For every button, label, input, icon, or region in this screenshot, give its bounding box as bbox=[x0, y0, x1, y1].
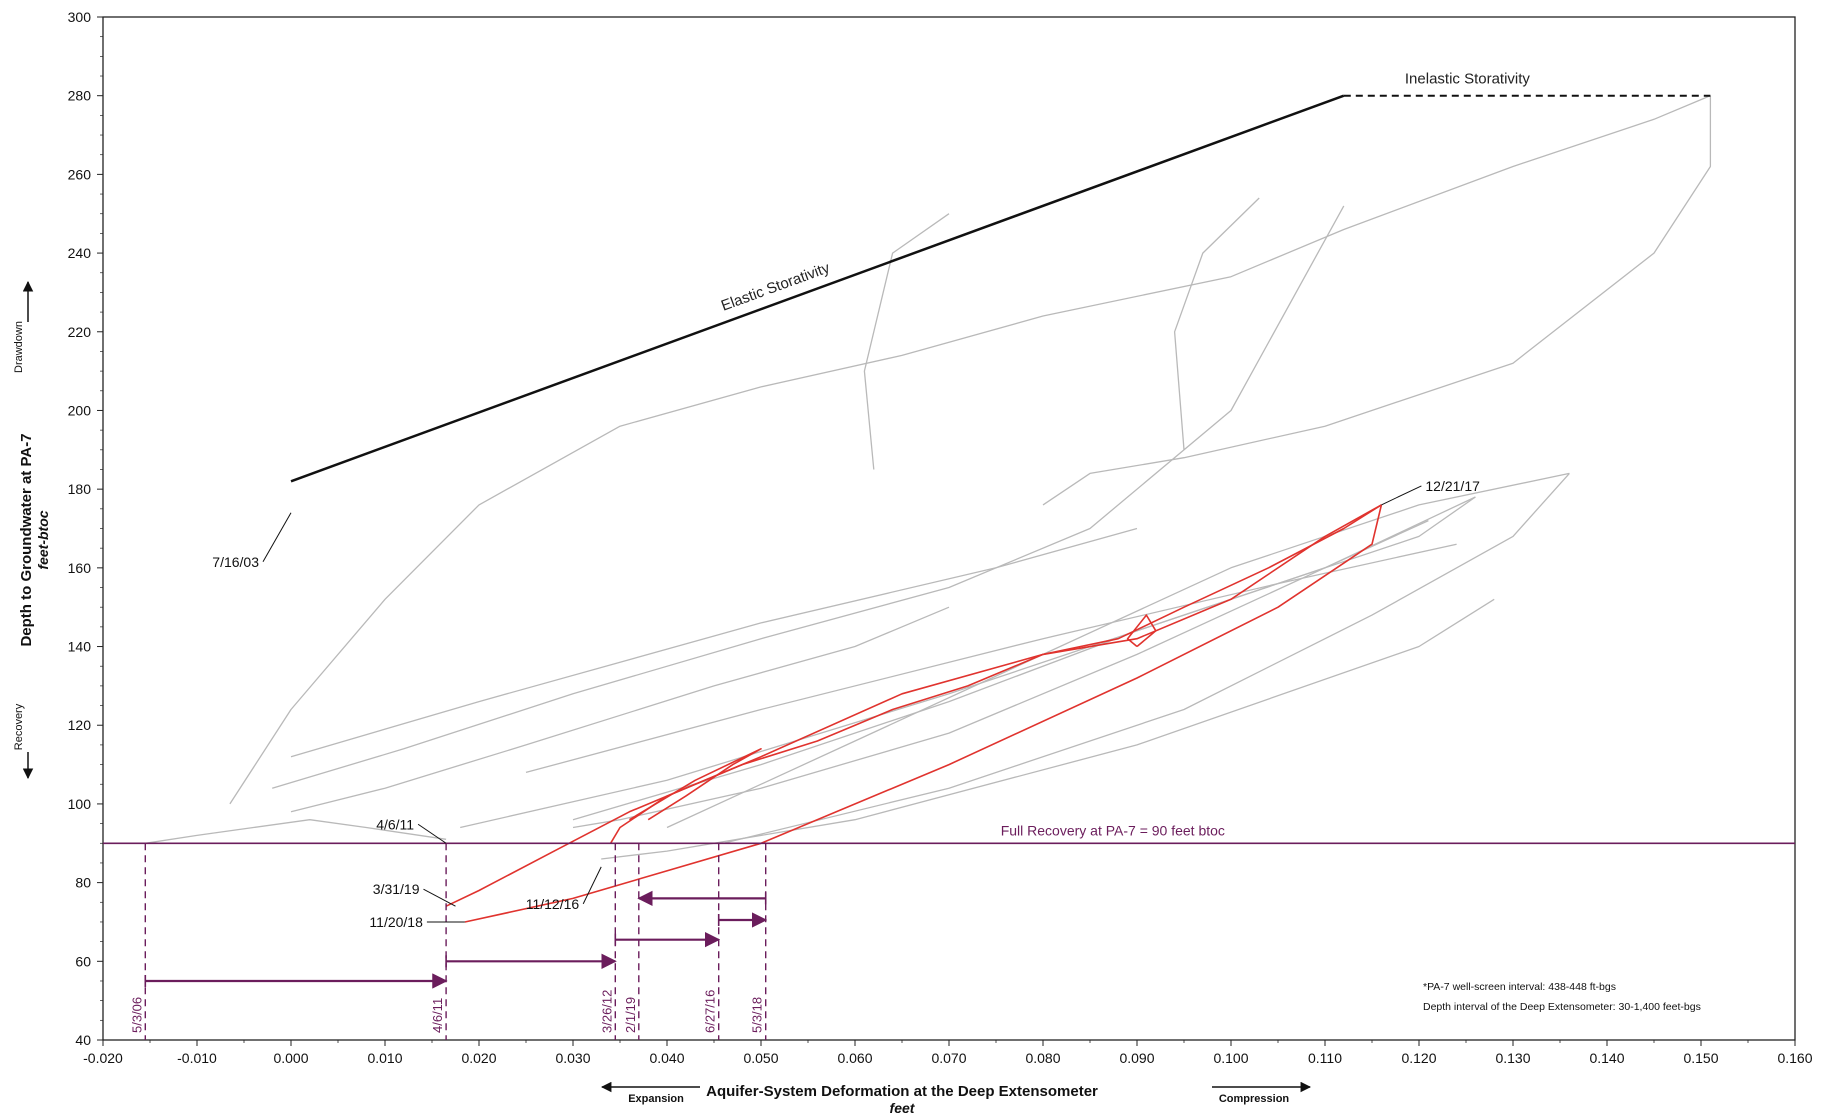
elastic-storativity-line bbox=[290, 94, 1345, 483]
annotation-label-4: 11/20/18 bbox=[369, 914, 423, 930]
x-tick-label-2: 0.000 bbox=[273, 1050, 308, 1066]
x-tick-label-11: 0.090 bbox=[1119, 1050, 1154, 1066]
drawdown-label: Drawdown bbox=[13, 321, 25, 373]
x-tick-label-6: 0.040 bbox=[649, 1050, 684, 1066]
x-axis-title: Aquifer-System Deformation at the Deep E… bbox=[706, 1083, 1098, 1100]
recent-series-0 bbox=[445, 504, 1382, 907]
y-tick-label-13: 300 bbox=[68, 9, 92, 25]
x-tick-label-18: 0.160 bbox=[1777, 1050, 1812, 1066]
expansion-label: Expansion bbox=[628, 1093, 684, 1105]
y-tick-label-7: 180 bbox=[68, 481, 92, 497]
x-tick-label-16: 0.140 bbox=[1589, 1050, 1624, 1066]
history-series-12 bbox=[290, 527, 1138, 758]
x-tick-label-9: 0.070 bbox=[931, 1050, 966, 1066]
x-tick-label-14: 0.120 bbox=[1401, 1050, 1436, 1066]
x-tick-label-13: 0.110 bbox=[1308, 1050, 1342, 1066]
x-tick-label-7: 0.050 bbox=[743, 1050, 778, 1066]
x-tick-label-10: 0.080 bbox=[1025, 1050, 1060, 1066]
history-series-9 bbox=[666, 472, 1570, 829]
x-tick-label-8: 0.060 bbox=[837, 1050, 872, 1066]
recovery-date-label-4: 6/27/16 bbox=[703, 990, 718, 1033]
annotation-leader-3 bbox=[423, 888, 456, 907]
annotation-label-0: 7/16/03 bbox=[212, 554, 259, 570]
y-tick-label-3: 100 bbox=[68, 796, 92, 812]
recent-series-4 bbox=[1126, 614, 1157, 648]
recent-series-2 bbox=[464, 504, 1383, 923]
full-recovery-group: Full Recovery at PA-7 = 90 feet btoc bbox=[103, 822, 1795, 845]
annotation-label-2: 4/6/11 bbox=[376, 816, 414, 832]
y-tick-label-11: 260 bbox=[68, 166, 92, 182]
y-tick-label-9: 220 bbox=[68, 324, 92, 340]
recovery-date-label-2: 3/26/12 bbox=[599, 990, 614, 1033]
y-tick-label-12: 280 bbox=[68, 88, 92, 104]
x-tick-label-17: 0.150 bbox=[1683, 1050, 1718, 1066]
storativity-group: Elastic Storativity Inelastic Storativit… bbox=[290, 71, 1711, 483]
y-tick-label-6: 160 bbox=[68, 560, 92, 576]
recovery-date-label-3: 2/1/19 bbox=[623, 997, 638, 1033]
y-tick-label-4: 120 bbox=[68, 717, 92, 733]
history-series-1 bbox=[229, 95, 1711, 805]
recent-series-1 bbox=[609, 504, 1382, 844]
recovery-date-lines: 5/3/06 4/6/11 3/26/12 2/1/19 6/27/16 5/3/18 bbox=[129, 843, 767, 1040]
history-series-0 bbox=[145, 819, 447, 844]
annotation-leader-0 bbox=[262, 512, 292, 563]
y-axis-unit: feet-btoc bbox=[35, 510, 51, 569]
elastic-storativity-label: Elastic Storativity bbox=[719, 259, 833, 314]
x-tick-label-4: 0.020 bbox=[461, 1050, 496, 1066]
x-tick-label-3: 0.010 bbox=[367, 1050, 402, 1066]
history-series-11 bbox=[525, 543, 1457, 774]
y-axis-title: Depth to Groundwater at PA-7 bbox=[18, 433, 35, 646]
recovery-date-label-0: 5/3/06 bbox=[129, 997, 144, 1033]
y-tick-label-2: 80 bbox=[75, 875, 91, 891]
history-series-3 bbox=[272, 205, 1345, 789]
compression-label: Compression bbox=[1219, 1093, 1290, 1105]
x-tick-label-1: -0.010 bbox=[177, 1050, 217, 1066]
x-tick-label-0: -0.020 bbox=[83, 1050, 123, 1066]
history-series-5 bbox=[460, 496, 1476, 829]
note-extensometer: Depth interval of the Deep Extensometer:… bbox=[1423, 1001, 1701, 1013]
shift-arrows-group bbox=[144, 890, 768, 989]
annotation-label-5: 11/12/16 bbox=[526, 896, 580, 912]
x-axis-unit: feet bbox=[890, 1100, 916, 1116]
annotation-leader-1 bbox=[1381, 485, 1422, 506]
x-tick-label-12: 0.100 bbox=[1213, 1050, 1248, 1066]
annotation-leader-5 bbox=[582, 866, 602, 905]
history-series-2 bbox=[1042, 95, 1712, 506]
recovery-date-label-5: 5/3/18 bbox=[750, 997, 765, 1033]
y-tick-label-8: 200 bbox=[68, 402, 92, 418]
notes-group: *PA-7 well-screen interval: 438-448 ft-b… bbox=[1423, 981, 1701, 1013]
direction-arrows bbox=[22, 280, 1312, 1093]
annotation-leader-2 bbox=[417, 823, 447, 844]
y-tick-label-10: 240 bbox=[68, 245, 92, 261]
y-tick-label-5: 140 bbox=[68, 639, 92, 655]
note-well-screen: *PA-7 well-screen interval: 438-448 ft-b… bbox=[1423, 981, 1616, 993]
history-series-10 bbox=[601, 598, 1495, 860]
full-recovery-label: Full Recovery at PA-7 = 90 feet btoc bbox=[1001, 822, 1225, 838]
history-series-4 bbox=[290, 606, 950, 813]
recovery-label: Recovery bbox=[13, 703, 25, 750]
inelastic-storativity-label: Inelastic Storativity bbox=[1405, 71, 1531, 88]
axis-labels-group: Aquifer-System Deformation at the Deep E… bbox=[13, 280, 1312, 1116]
y-tick-label-0: 40 bbox=[75, 1032, 91, 1048]
history-series-14 bbox=[863, 213, 950, 470]
recent-series-3 bbox=[628, 748, 762, 821]
history-series-7 bbox=[572, 520, 1429, 821]
point-annotations-group: 7/16/03 12/21/17 4/6/11 3/31/19 11/20/18 11/1… bbox=[212, 478, 1480, 930]
x-tick-label-5: 0.030 bbox=[555, 1050, 590, 1066]
recovery-date-label-1: 4/6/11 bbox=[430, 998, 445, 1033]
annotation-label-3: 3/31/19 bbox=[373, 881, 420, 897]
plot-frame bbox=[102, 16, 1796, 1041]
history-series-13 bbox=[1173, 197, 1260, 450]
axes-group: -0.020 -0.010 0.000 0.010 0.020 0.030 0.040 0.0… bbox=[68, 9, 1813, 1066]
y-tick-label-1: 60 bbox=[75, 953, 91, 969]
x-tick-label-15: 0.130 bbox=[1495, 1050, 1530, 1066]
recent-series-group bbox=[445, 504, 1383, 923]
annotation-label-1: 12/21/17 bbox=[1425, 478, 1480, 494]
history-series-8 bbox=[723, 472, 1570, 844]
